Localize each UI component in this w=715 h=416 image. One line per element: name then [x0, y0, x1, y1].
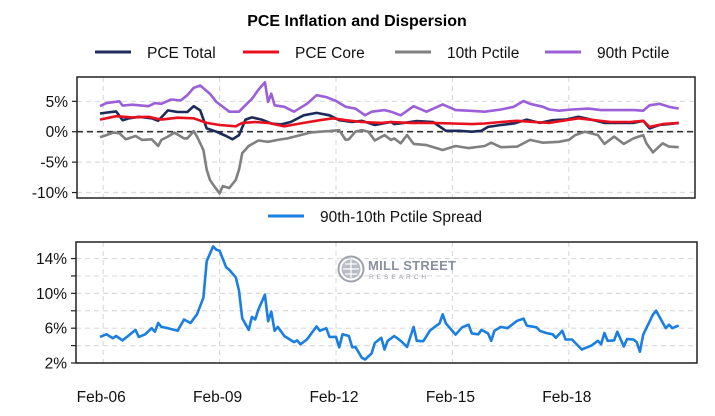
- series-line-pce-core: [99, 114, 679, 129]
- y-tick-label: 2%: [45, 356, 68, 373]
- y-tick-label: 5%: [46, 94, 69, 111]
- legend-label: PCE Total: [147, 45, 216, 62]
- y-tick-label: 6%: [45, 321, 68, 338]
- chart-title: PCE Inflation and Dispersion: [247, 13, 467, 30]
- legend-label: 90th Pctile: [597, 45, 669, 62]
- bottom-plot: 2% 6% 10% 14%: [36, 241, 698, 373]
- x-tick-label: Feb-15: [426, 389, 475, 406]
- series-line-10th-pctile: [99, 128, 679, 195]
- legend-label: 90th-10th Pctile Spread: [320, 209, 482, 226]
- x-tick-label: Feb-06: [77, 389, 126, 406]
- x-tick-label: Feb-12: [309, 389, 358, 406]
- watermark-logo: MILL STREET RESEARCH: [337, 255, 456, 283]
- y-tick-label: 0%: [46, 124, 69, 141]
- legend-label: 10th Pctile: [447, 45, 519, 62]
- x-tick-label: Feb-09: [193, 389, 242, 406]
- legend-label: PCE Core: [295, 45, 365, 62]
- y-tick-label: -10%: [32, 185, 68, 202]
- y-tick-label: -5%: [40, 155, 68, 172]
- top-legend: PCE Total PCE Core 10th Pctile 90th Pctile: [95, 45, 669, 62]
- watermark-line1: MILL STREET: [368, 258, 456, 273]
- y-tick-label: 10%: [36, 286, 67, 303]
- y-tick-label: 14%: [36, 251, 67, 268]
- top-plot: 5% 0% -5% -10%: [32, 76, 696, 202]
- bottom-legend: 90th-10th Pctile Spread: [268, 209, 482, 226]
- plot-frame: [76, 76, 696, 199]
- series-line-90th-pctile: [99, 80, 679, 117]
- x-tick-label: Feb-18: [542, 389, 591, 406]
- watermark-line2: RESEARCH: [369, 274, 429, 281]
- x-axis-labels: Feb-06 Feb-09 Feb-12 Feb-15 Feb-18: [77, 389, 592, 406]
- plot-frame: [75, 241, 698, 364]
- series-line-90th-10th-pctile-spread: [99, 245, 680, 361]
